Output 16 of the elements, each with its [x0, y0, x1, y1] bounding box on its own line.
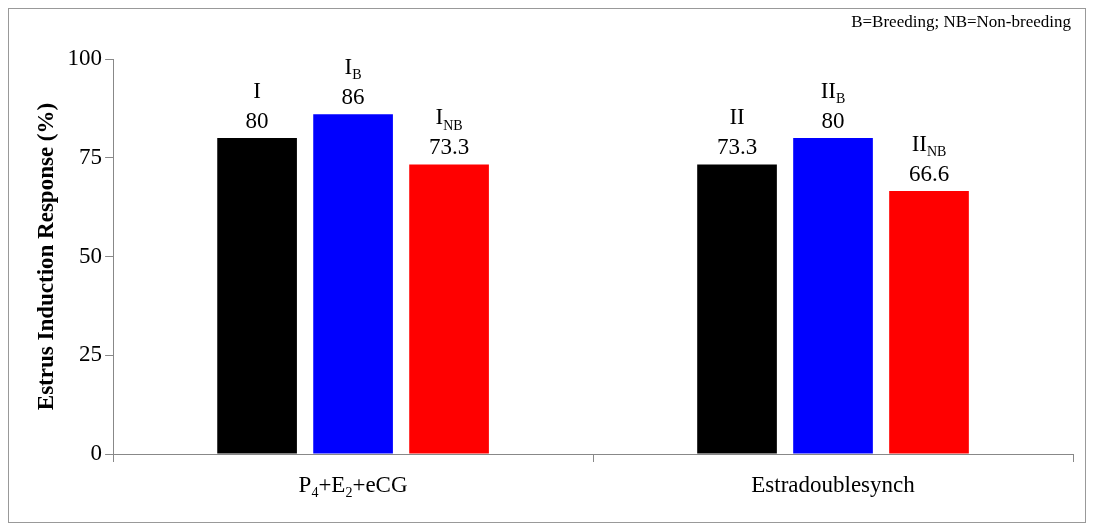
y-tick-label: 50	[79, 242, 103, 268]
bar	[313, 114, 393, 454]
bar	[793, 138, 873, 454]
x-tick-label: Estradoublesynch	[751, 472, 916, 497]
y-tick-label: 75	[79, 143, 103, 169]
bar	[697, 164, 777, 454]
data-label: II 73.3	[716, 104, 758, 160]
y-tick-label: 100	[67, 45, 103, 71]
bar	[889, 190, 969, 454]
text: B=Breeding; NB=Non-breeding	[851, 12, 1072, 31]
y-tick-label: 0	[90, 440, 103, 466]
y-tick-label: 25	[79, 341, 103, 367]
data-label: I 80	[245, 78, 269, 133]
bar	[409, 164, 489, 454]
y-axis-title: Estrus Induction Response (%)	[32, 102, 58, 411]
bar	[217, 138, 297, 454]
